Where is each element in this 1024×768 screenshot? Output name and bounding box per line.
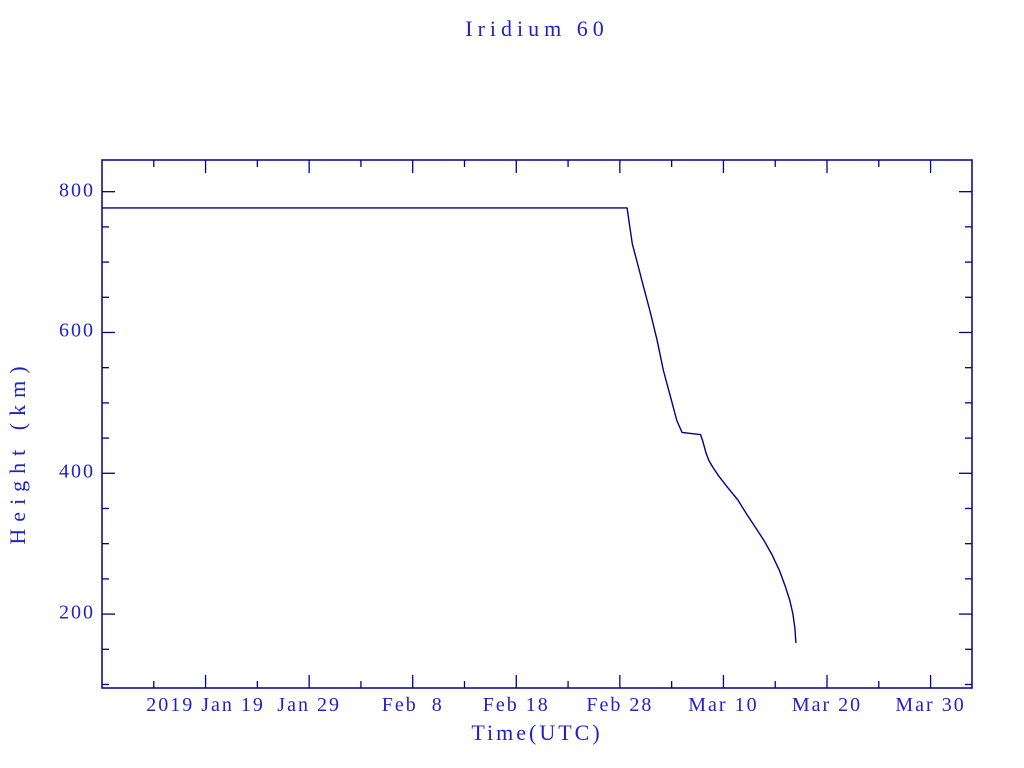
x-tick-label: Jan 29 <box>277 694 341 716</box>
height-curve <box>102 207 797 643</box>
plot-frame <box>101 159 973 689</box>
chart-title: Iridium 60 <box>465 16 609 41</box>
x-tick-label: Mar 30 <box>895 694 966 716</box>
y-axis-title: Height (km) <box>5 359 30 545</box>
x-axis-title: Time(UTC) <box>471 720 603 745</box>
y-tick-label: 800 <box>59 179 95 202</box>
x-tick-label: Mar 20 <box>791 694 863 716</box>
x-tick-label: 2019 Jan 19 <box>146 694 265 716</box>
x-tick-label: Mar 10 <box>688 694 759 716</box>
y-tick-label: 200 <box>59 601 95 624</box>
y-tick-label: 400 <box>59 460 95 483</box>
x-tick-label: Feb 28 <box>586 694 654 716</box>
y-tick-label: 600 <box>59 319 95 342</box>
x-tick-label: Feb 18 <box>482 694 550 716</box>
x-tick-label: Feb 8 <box>381 694 444 716</box>
